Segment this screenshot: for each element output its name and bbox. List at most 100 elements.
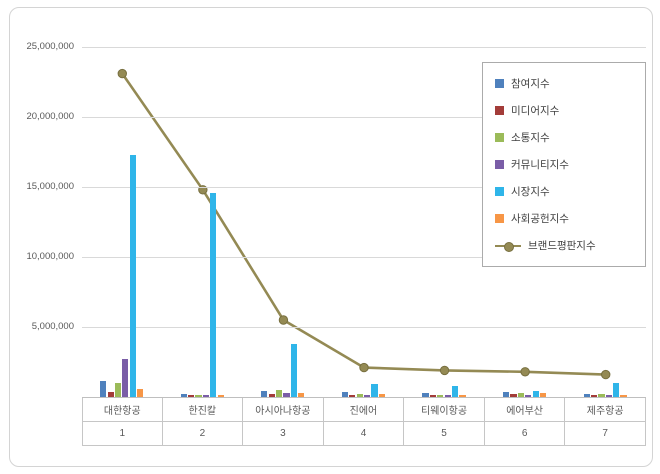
bar-커뮤니티지수-대한항공	[122, 359, 129, 397]
bar-사회공헌지수-진에어	[378, 394, 385, 397]
legend-swatch-icon	[495, 106, 504, 115]
category-name-label: 한진칼	[162, 398, 244, 422]
bar-미디어지수-아시아나항공	[268, 393, 275, 397]
bar-미디어지수-에어부산	[510, 394, 517, 397]
legend-label: 시장지수	[511, 186, 550, 198]
bar-참여지수-대한항공	[100, 380, 107, 397]
legend-line-marker-icon	[495, 241, 521, 252]
bar-미디어지수-진에어	[349, 394, 356, 397]
category-name-label: 에어부산	[484, 398, 566, 422]
bar-참여지수-한진칼	[180, 394, 187, 397]
legend-dot-icon	[504, 241, 514, 252]
legend-item-소통지수: 소통지수	[495, 124, 645, 151]
legend-item-커뮤니티지수: 커뮤니티지수	[495, 151, 645, 178]
gridline	[82, 326, 646, 328]
plot-area	[82, 46, 646, 398]
category-name-label: 티웨이항공	[404, 398, 485, 422]
legend-swatch-icon	[495, 214, 504, 223]
y-tick-label: 15,000,000	[26, 181, 74, 192]
bar-참여지수-티웨이항공	[422, 392, 429, 397]
category-number-label: 4	[323, 422, 405, 446]
legend-item-시장지수: 시장지수	[495, 178, 645, 205]
bar-시장지수-한진칼	[210, 192, 217, 397]
bar-사회공헌지수-티웨이항공	[459, 395, 466, 397]
legend-label: 브랜드평판지수	[528, 240, 596, 252]
bar-사회공헌지수-한진칼	[217, 395, 224, 397]
bar-커뮤니티지수-티웨이항공	[444, 395, 451, 397]
bar-사회공헌지수-대한항공	[137, 389, 144, 397]
bar-커뮤니티지수-진에어	[364, 394, 371, 397]
category-number-label: 7	[565, 422, 646, 446]
bar-커뮤니티지수-아시아나항공	[283, 392, 290, 397]
bar-커뮤니티지수-제주항공	[605, 395, 612, 397]
bar-시장지수-제주항공	[613, 383, 620, 397]
line-marker-아시아나항공	[278, 315, 289, 325]
line-marker-대한항공	[117, 68, 127, 79]
bar-소통지수-에어부산	[517, 392, 524, 397]
bar-시장지수-진에어	[371, 384, 378, 397]
legend-label: 소통지수	[511, 132, 550, 144]
chart-frame: 5,000,000 10,000,000 15,000,000 20,000,000 2…	[9, 7, 653, 467]
bar-시장지수-에어부산	[532, 391, 539, 397]
legend-label: 미디어지수	[511, 105, 560, 117]
bar-소통지수-진에어	[356, 393, 363, 397]
bar-소통지수-한진칼	[195, 395, 202, 397]
line-marker-제주항공	[601, 369, 611, 380]
legend-swatch-icon	[495, 133, 504, 142]
category-number-label: 1	[82, 422, 163, 446]
line-marker-티웨이항공	[439, 365, 450, 376]
legend-item-브랜드평판지수: 브랜드평판지수	[495, 232, 645, 259]
category-name-label: 아시아나항공	[243, 398, 324, 422]
bar-미디어지수-제주항공	[590, 394, 598, 397]
line-series-svg	[117, 68, 611, 380]
bar-시장지수-티웨이항공	[451, 385, 459, 397]
bar-사회공헌지수-에어부산	[539, 392, 547, 397]
line-marker-에어부산	[520, 367, 530, 377]
legend-item-참여지수: 참여지수	[495, 70, 645, 97]
bar-시장지수-아시아나항공	[290, 343, 297, 397]
category-name-label: 진에어	[323, 398, 405, 422]
gridline	[82, 256, 646, 258]
gridline	[82, 116, 646, 118]
bar-소통지수-아시아나항공	[276, 390, 283, 397]
legend-swatch-icon	[495, 187, 504, 196]
bar-커뮤니티지수-한진칼	[202, 395, 210, 397]
category-number-label: 5	[404, 422, 485, 446]
bar-참여지수-아시아나항공	[261, 390, 268, 397]
bar-소통지수-대한항공	[114, 383, 122, 397]
y-axis: 5,000,000 10,000,000 15,000,000 20,000,000 2…	[10, 42, 78, 397]
legend-swatch-icon	[495, 79, 504, 88]
y-tick-label: 10,000,000	[26, 251, 74, 262]
category-number-label: 6	[484, 422, 566, 446]
bar-시장지수-대한항공	[129, 154, 136, 397]
bar-참여지수-에어부산	[502, 392, 510, 397]
bar-사회공헌지수-아시아나항공	[298, 392, 305, 397]
bar-미디어지수-티웨이항공	[429, 395, 436, 397]
legend-item-사회공헌지수: 사회공헌지수	[495, 205, 645, 232]
y-tick-label: 20,000,000	[26, 111, 74, 122]
bar-소통지수-티웨이항공	[437, 394, 444, 397]
legend-swatch-icon	[495, 160, 504, 169]
bar-커뮤니티지수-에어부산	[525, 394, 532, 397]
line-marker-진에어	[359, 362, 369, 373]
bar-소통지수-제주항공	[598, 394, 605, 397]
legend-label: 커뮤니티지수	[511, 159, 569, 171]
bar-참여지수-제주항공	[583, 393, 590, 397]
category-number-label: 2	[162, 422, 244, 446]
y-tick-label: 5,000,000	[31, 321, 74, 332]
y-tick-label: 25,000,000	[26, 41, 74, 52]
bar-사회공헌지수-제주항공	[620, 394, 627, 397]
category-name-label: 대한항공	[82, 398, 163, 422]
legend-label: 참여지수	[511, 78, 550, 90]
legend-label: 사회공헌지수	[511, 213, 569, 225]
gridline	[82, 186, 646, 188]
category-number-label: 3	[243, 422, 324, 446]
bar-미디어지수-대한항공	[107, 391, 114, 397]
legend-item-미디어지수: 미디어지수	[495, 97, 645, 124]
x-axis-category-names-row: 대한항공 한진칼 아시아나항공 진에어 티웨이항공 에어부산 제주항공	[82, 398, 648, 422]
bar-참여지수-진에어	[341, 392, 348, 397]
line-marker-한진칼	[198, 185, 208, 195]
